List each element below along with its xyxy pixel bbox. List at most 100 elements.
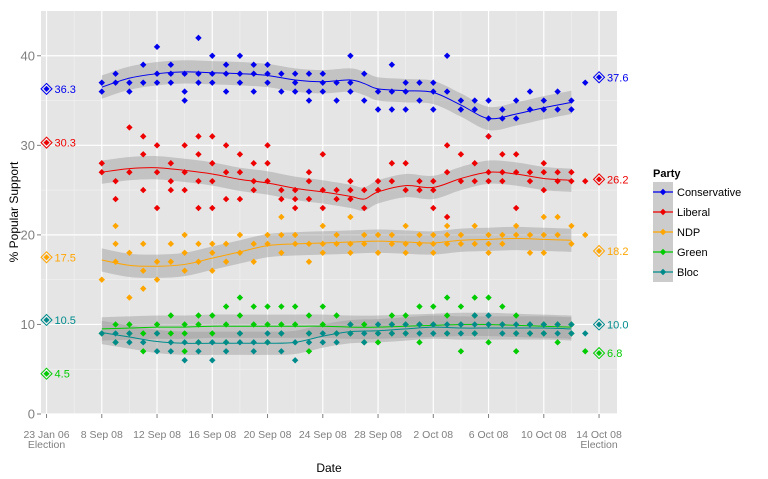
green-poll-point [305, 348, 313, 355]
bloc-poll-point [319, 330, 326, 337]
conservative-poll-point [499, 106, 506, 113]
bloc-poll-point [582, 330, 589, 337]
ndp-poll-point [98, 276, 105, 283]
liberal-poll-point [347, 186, 354, 194]
bloc-poll-point [236, 330, 244, 337]
ndp-poll-point [333, 240, 340, 248]
ndp-poll-point [181, 231, 188, 239]
green-result-point-2006 [43, 370, 50, 377]
conservative-poll-point [236, 79, 244, 86]
ndp-poll-point [112, 240, 119, 248]
bloc-poll-point [430, 330, 437, 337]
conservative-poll-point [181, 97, 188, 104]
conservative-poll-point [222, 88, 230, 95]
conservative-poll-point [291, 88, 299, 95]
liberal-poll-point [471, 177, 478, 185]
bloc-poll-point [347, 330, 354, 337]
conservative-poll-point [140, 61, 147, 68]
minor-gridlines [41, 11, 617, 414]
bloc-poll-point [291, 339, 299, 346]
conservative-poll-point [305, 88, 313, 95]
x-tick-label: 2 Oct 08 [413, 429, 453, 441]
x-tick-label: 16 Sep 08 [188, 429, 236, 441]
bloc-poll-point [416, 330, 423, 337]
ndp-poll-point [471, 240, 478, 248]
bloc-poll-point [402, 330, 409, 337]
ndp-poll-point [278, 249, 285, 256]
liberal-poll-point [347, 177, 354, 185]
conservative-poll-point [264, 79, 271, 86]
conservative-poll-point [416, 79, 423, 86]
conservative-poll-point [209, 70, 216, 77]
liberal-poll-point [209, 177, 216, 185]
green-poll-point [222, 321, 230, 328]
conservative-poll-point [568, 106, 575, 113]
ndp-poll-point [181, 249, 188, 256]
ndp-poll-point [485, 231, 492, 239]
conservative-poll-point [388, 88, 396, 95]
ndp-poll-point [140, 285, 147, 292]
green-poll-point [195, 321, 202, 328]
green-poll-point [402, 312, 409, 319]
liberal-poll-point [278, 195, 285, 203]
liberal-poll-point [347, 195, 354, 203]
ndp-poll-point [195, 258, 202, 265]
bloc-poll-point [167, 348, 175, 355]
ndp-poll-point [222, 240, 230, 248]
green-poll-point [485, 294, 492, 301]
bloc-poll-point [167, 339, 175, 346]
liberal-poll-point [388, 160, 396, 167]
green-poll-point [430, 303, 437, 310]
conservative-poll-point [512, 115, 520, 122]
ndp-poll-point [347, 240, 354, 248]
liberal-poll-point [526, 177, 534, 185]
bloc-poll-point [568, 330, 575, 337]
bloc-poll-point [512, 330, 520, 337]
liberal-poll-point [181, 186, 188, 194]
liberal-poll-point [98, 160, 105, 167]
green-poll-point [416, 303, 423, 310]
liberal-poll-point [291, 186, 299, 194]
ndp-poll-point [540, 231, 547, 239]
ndp-poll-point [402, 222, 409, 230]
bloc-poll-point [333, 339, 340, 346]
ndp-confidence-band [101, 226, 572, 278]
ndp-poll-point [554, 231, 561, 239]
liberal-poll-point [540, 186, 547, 194]
bloc-poll-point [126, 339, 133, 346]
ndp-poll-point [236, 231, 244, 239]
conservative-poll-point [347, 52, 354, 59]
ndp-poll-point [167, 258, 175, 265]
x-tick-label: 10 Oct 08 [521, 429, 567, 441]
ndp-poll-point [554, 213, 561, 221]
liberal-poll-point [361, 186, 368, 194]
ndp-poll-point [485, 240, 492, 248]
legend-title: Party [653, 168, 681, 180]
green-poll-point [112, 321, 119, 328]
conservative-result-point-2008 [596, 74, 603, 81]
ndp-poll-point [430, 231, 437, 239]
liberal-poll-point [485, 133, 492, 140]
conservative-poll-point [195, 70, 202, 77]
bloc-result-point-2006 [43, 316, 50, 323]
conservative-poll-point [374, 88, 382, 95]
ndp-poll-point [526, 231, 534, 239]
conservative-poll-point [416, 97, 423, 104]
ndp-poll-point [153, 258, 161, 265]
ndp-poll-point [209, 249, 216, 256]
bloc-result-point-2008 [596, 321, 603, 328]
bloc-poll-point [416, 321, 423, 328]
conservative-poll-point [222, 61, 230, 68]
conservative-poll-point [291, 70, 299, 77]
ndp-poll-point [416, 240, 423, 248]
conservative-result-marker-2008 [592, 71, 606, 84]
green-poll-point [278, 303, 285, 310]
conservative-poll-point [209, 52, 216, 59]
liberal-poll-point [195, 151, 202, 158]
liberal-poll-point [361, 204, 368, 212]
ndp-poll-point [512, 222, 520, 230]
ndp-poll-point [319, 240, 326, 248]
liberal-poll-point [416, 177, 423, 185]
bloc-poll-point [209, 357, 216, 364]
